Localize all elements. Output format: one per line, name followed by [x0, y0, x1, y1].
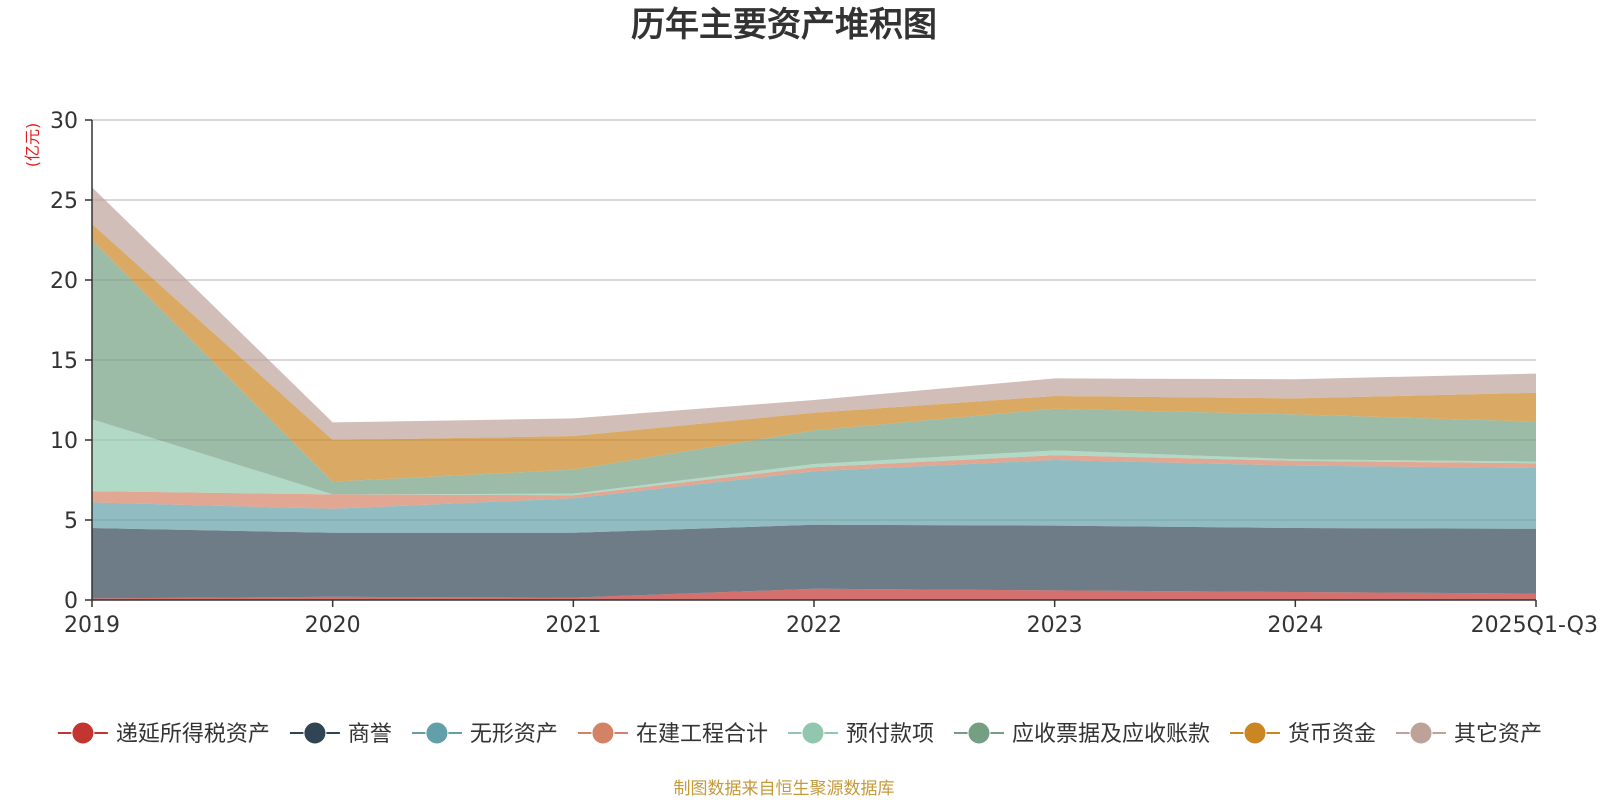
legend-marker-icon — [591, 721, 615, 745]
area-货币资金[interactable] — [92, 224, 1536, 482]
x-tick-label: 2024 — [1267, 613, 1323, 638]
legend-item[interactable]: 其它资产 — [1396, 721, 1542, 747]
y-tick-label: 5 — [64, 509, 78, 534]
x-tick-label: 2021 — [545, 613, 601, 638]
legend-marker-icon — [303, 721, 327, 745]
x-tick-label: 2025Q1-Q3 — [1471, 613, 1598, 638]
legend-marker-icon — [967, 721, 991, 745]
x-tick-label: 2020 — [305, 613, 361, 638]
legend-item[interactable]: 在建工程合计 — [577, 721, 768, 747]
legend-label: 无形资产 — [470, 722, 558, 747]
legend-item[interactable]: 预付款项 — [787, 721, 934, 747]
legend-item[interactable]: 应收票据及应收账款 — [953, 721, 1210, 747]
area-商誉[interactable] — [92, 524, 1536, 599]
legend-item[interactable]: 货币资金 — [1229, 721, 1376, 747]
legend-label: 预付款项 — [846, 722, 934, 747]
chart-title: 历年主要资产堆积图 — [631, 5, 937, 45]
x-tick-label: 2019 — [64, 613, 120, 638]
y-tick-label: 20 — [50, 269, 78, 294]
axes: 0 5 10 15 20 25 30 2019 2020 2021 2022 2023 2024 2025… — [50, 109, 1598, 638]
legend-label: 商誉 — [348, 722, 392, 747]
legend-item[interactable]: 递延所得税资产 — [57, 721, 270, 747]
y-axis-unit-label: (亿元) — [23, 123, 42, 168]
area-预付款项[interactable] — [92, 419, 1536, 496]
legend-label: 在建工程合计 — [636, 722, 768, 747]
x-tick-label: 2022 — [786, 613, 842, 638]
legend-item[interactable]: 商誉 — [289, 721, 392, 747]
y-tick-label: 25 — [50, 189, 78, 214]
x-tick-label: 2023 — [1027, 613, 1083, 638]
legend-marker-icon — [1409, 721, 1433, 745]
legend-label: 货币资金 — [1288, 722, 1376, 747]
legend-marker-icon — [71, 721, 95, 745]
y-tick-label: 0 — [64, 589, 78, 614]
legend[interactable]: 递延所得税资产 商誉 无形资产 在建工程合计 预付款项 应收票据及应收账款 货币资金 其它资产 — [57, 721, 1542, 747]
legend-marker-icon — [1243, 721, 1267, 745]
legend-item[interactable]: 无形资产 — [411, 721, 558, 747]
area-应收票据及应收账款[interactable] — [92, 240, 1536, 495]
legend-label: 递延所得税资产 — [116, 722, 270, 747]
legend-marker-icon — [801, 721, 825, 745]
legend-label: 应收票据及应收账款 — [1012, 722, 1210, 747]
legend-marker-icon — [425, 721, 449, 745]
y-tick-label: 30 — [50, 109, 78, 134]
area-递延所得税资产[interactable] — [92, 588, 1536, 600]
y-tick-label: 10 — [50, 429, 78, 454]
area-无形资产[interactable] — [92, 460, 1536, 533]
y-tick-label: 15 — [50, 349, 78, 374]
area-在建工程合计[interactable] — [92, 455, 1536, 509]
area-series-group — [92, 187, 1536, 600]
legend-label: 其它资产 — [1454, 722, 1542, 747]
data-source-note: 制图数据来自恒生聚源数据库 — [674, 779, 895, 799]
